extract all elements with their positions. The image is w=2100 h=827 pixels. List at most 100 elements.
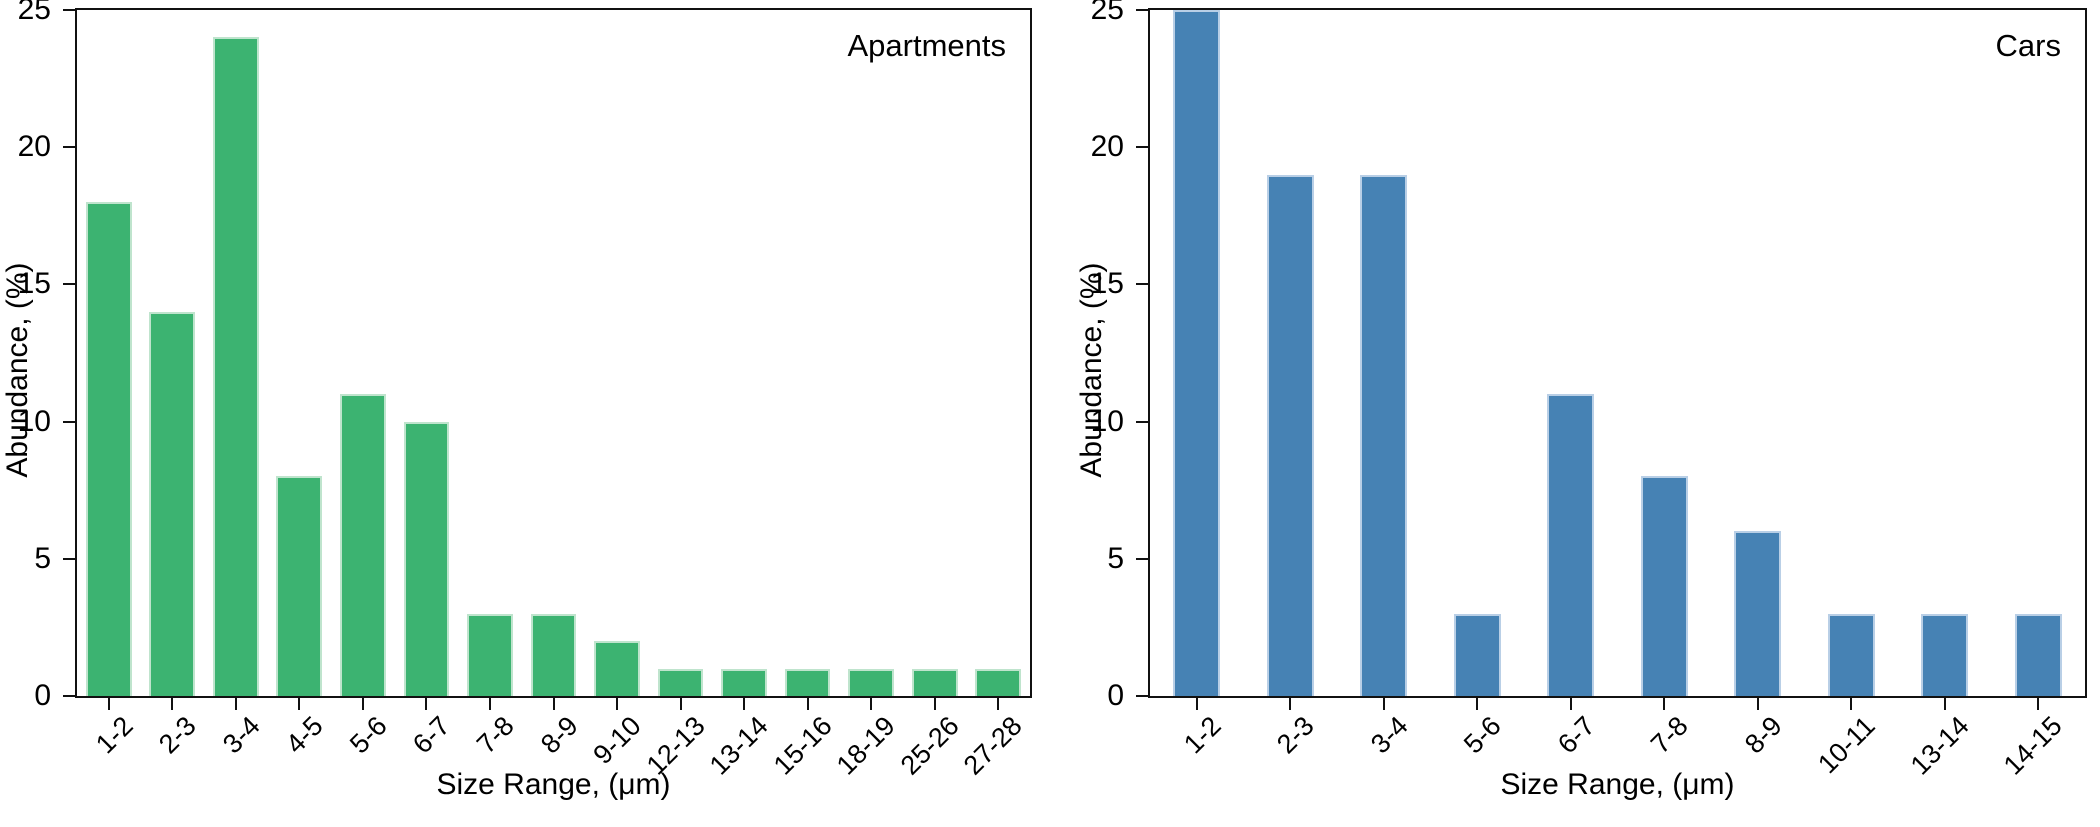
y-tick-mark <box>1136 146 1148 149</box>
x-tick-mark <box>2037 698 2040 710</box>
x-tick-mark <box>1756 698 1759 710</box>
bar-slot <box>903 10 967 696</box>
bar-7-8 <box>1640 476 1688 696</box>
bar-slot <box>712 10 776 696</box>
bar-slot <box>331 10 395 696</box>
bar-slot <box>839 10 903 696</box>
bar-slot <box>1337 10 1431 696</box>
bar-2-3 <box>149 311 196 696</box>
x-tick-mark <box>806 698 809 710</box>
apartments-x-axis-label: Size Range, (μm) <box>436 768 671 801</box>
bar-slot <box>268 10 332 696</box>
bar-6-7 <box>403 421 450 696</box>
bar-4-5 <box>276 476 323 696</box>
x-tick-label: 1-2 <box>1177 710 1227 760</box>
bar-slot <box>649 10 713 696</box>
apartments-plot-area: Apartments 0 5 10 15 20 25 1-2 2-3 3-4 4-5 5-6 6-7 7… <box>18 0 1032 781</box>
bar-slot <box>776 10 840 696</box>
bar-14-15 <box>2014 613 2062 696</box>
y-tick-label: 0 <box>34 679 51 712</box>
x-tick-mark <box>933 698 936 710</box>
y-tick-mark <box>63 146 75 149</box>
bar-slot <box>1711 10 1805 696</box>
y-tick-mark <box>63 557 75 560</box>
bar-slot <box>522 10 586 696</box>
y-tick-label: 5 <box>34 541 51 575</box>
y-tick-mark <box>63 9 75 11</box>
bar-slot <box>1618 10 1712 696</box>
bar-9-10 <box>594 641 640 696</box>
bar-slot <box>458 10 522 696</box>
bar-3-4 <box>212 37 259 696</box>
bar-13-14 <box>721 668 767 696</box>
bar-15-16 <box>784 668 831 696</box>
x-tick-mark <box>679 698 682 710</box>
x-tick-label: 6-7 <box>1551 710 1601 760</box>
bar-slot <box>585 10 649 696</box>
bar-slot <box>1431 10 1525 696</box>
x-tick-mark <box>425 698 428 710</box>
bar-slot <box>1524 10 1618 696</box>
bar-slot <box>1150 10 1244 696</box>
x-tick-mark <box>1289 698 1292 710</box>
x-tick-label: 5-6 <box>343 710 393 760</box>
x-tick-label: 6-7 <box>407 710 457 760</box>
y-tick-label: 20 <box>17 130 51 164</box>
x-tick-mark <box>870 698 873 710</box>
bar-slot <box>204 10 268 696</box>
x-tick-label: 1-2 <box>89 710 139 760</box>
x-tick-mark <box>234 698 237 710</box>
x-tick-mark <box>298 698 301 710</box>
y-tick-mark <box>1136 9 1148 11</box>
bar-7-8 <box>467 613 513 696</box>
x-tick-label: 2-3 <box>153 710 203 760</box>
x-tick-mark <box>743 698 746 710</box>
y-tick-label: 20 <box>1090 130 1124 164</box>
x-tick-mark <box>361 698 364 710</box>
bar-slot <box>1805 10 1899 696</box>
x-tick-mark <box>1195 698 1198 710</box>
bar-3-4 <box>1360 174 1408 696</box>
x-tick-label: 7-8 <box>1645 710 1695 760</box>
bar-slot <box>77 10 141 696</box>
x-tick-mark <box>107 698 110 710</box>
y-tick-mark <box>63 420 75 423</box>
x-tick-label: 9-10 <box>587 710 647 771</box>
y-tick-label: 15 <box>17 267 51 301</box>
apartments-bars <box>77 10 1030 696</box>
y-tick-mark <box>1136 420 1148 423</box>
bar-slot <box>1898 10 1992 696</box>
x-tick-mark <box>1663 698 1666 710</box>
y-tick-label: 25 <box>17 0 51 26</box>
bar-12-13 <box>657 668 704 696</box>
cars-chart-panel: Abundance, (%) Cars 0 5 10 15 20 25 1-2 2-3 3-4 5… <box>1050 0 2100 827</box>
bar-18-19 <box>848 668 894 696</box>
cars-title: Cars <box>1995 28 2061 63</box>
x-tick-mark <box>552 698 555 710</box>
apartments-title: Apartments <box>847 28 1006 63</box>
bar-slot <box>966 10 1030 696</box>
x-tick-label: 2-3 <box>1271 710 1321 760</box>
bar-1-2 <box>1173 10 1221 696</box>
x-tick-mark <box>1850 698 1853 710</box>
apartments-chart-panel: Abundance, (%) Apartments 0 5 10 15 20 25 1-2 2… <box>1 0 1032 801</box>
bar-27-28 <box>975 668 1022 696</box>
bar-13-14 <box>1921 613 1969 696</box>
x-tick-mark <box>1382 698 1385 710</box>
bar-5-6 <box>340 394 386 696</box>
cars-x-axis-label: Size Range, (μm) <box>1500 768 1735 801</box>
x-tick-mark <box>171 698 174 710</box>
y-tick-mark <box>1136 283 1148 286</box>
x-tick-mark <box>488 698 491 710</box>
x-tick-mark <box>1476 698 1479 710</box>
y-tick-mark <box>1136 557 1148 560</box>
bar-slot <box>141 10 205 696</box>
x-tick-label: 4-5 <box>280 710 330 760</box>
bar-slot <box>1244 10 1338 696</box>
bar-8-9 <box>530 613 577 696</box>
bar-1-2 <box>85 202 132 696</box>
x-tick-label: 8-9 <box>1738 710 1788 760</box>
y-tick-mark <box>1136 695 1148 697</box>
bar-25-26 <box>911 668 958 696</box>
